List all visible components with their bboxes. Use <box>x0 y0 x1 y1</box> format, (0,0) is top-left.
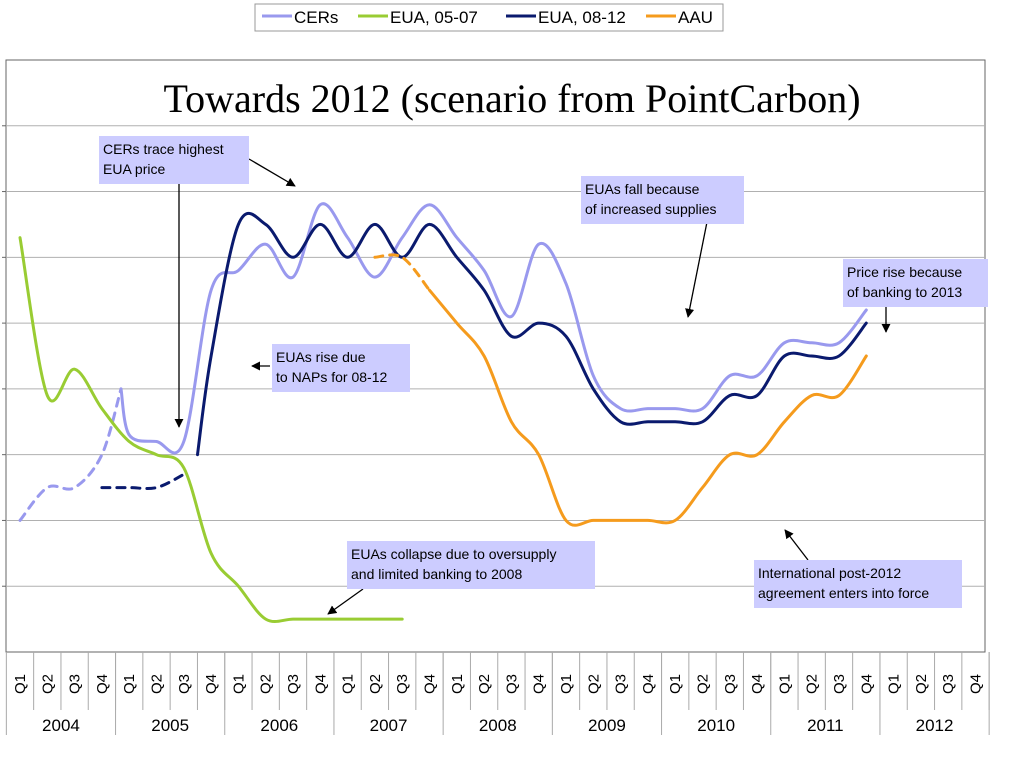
quarter-tick-label: Q2 <box>39 674 56 694</box>
series-4 <box>373 253 868 527</box>
quarter-tick-label: Q4 <box>968 674 985 694</box>
quarter-tick-label: Q4 <box>749 674 766 694</box>
year-tick-label: 2011 <box>807 716 844 735</box>
annotation-arrow <box>327 588 364 615</box>
quarter-tick-label: Q1 <box>230 674 247 694</box>
annotation-cers-trace: CERs trace highest EUA price <box>99 136 249 184</box>
annotation-arrow <box>685 221 708 318</box>
series-2 <box>18 236 404 624</box>
series-line <box>18 236 404 624</box>
series-layer <box>18 202 868 624</box>
quarter-tick-label: Q4 <box>312 674 329 694</box>
annotation-euas-rise: EUAs rise due to NAPs for 08-12 <box>272 344 410 392</box>
quarter-tick-label: Q2 <box>913 674 930 694</box>
year-tick-label: 2009 <box>588 716 626 735</box>
quarter-tick-label: Q4 <box>858 674 875 694</box>
annotation-arrow <box>784 529 809 561</box>
year-tick-label: 2012 <box>916 716 954 735</box>
quarter-tick-label: Q3 <box>176 674 193 694</box>
quarter-tick-label: Q3 <box>940 674 957 694</box>
series-line <box>373 253 431 292</box>
quarter-tick-label: Q1 <box>121 674 138 694</box>
legend-label: EUA, 05-07 <box>390 8 478 27</box>
quarter-tick-label: Q2 <box>149 674 166 694</box>
year-tick-label: 2006 <box>260 716 298 735</box>
quarter-tick-label: Q2 <box>585 674 602 694</box>
annotation-arrows <box>174 158 891 615</box>
series-1 <box>18 202 868 522</box>
quarter-tick-label: Q1 <box>12 674 29 694</box>
annotation-euas-collapse: EUAs collapse due to oversupply and limi… <box>347 541 595 589</box>
quarter-tick-label: Q3 <box>285 674 302 694</box>
quarter-tick-label: Q1 <box>340 674 357 694</box>
quarter-tick-label: Q2 <box>367 674 384 694</box>
legend-label: EUA, 08-12 <box>538 8 626 27</box>
series-line <box>196 211 868 457</box>
quarter-tick-label: Q1 <box>886 674 903 694</box>
annotation-international: International post-2012 agreement enters… <box>754 560 962 608</box>
quarter-tick-label: Q3 <box>831 674 848 694</box>
quarter-tick-label: Q4 <box>640 674 657 694</box>
legend-label: CERs <box>294 8 338 27</box>
series-line <box>119 202 868 455</box>
quarter-tick-label: Q1 <box>776 674 793 694</box>
legend-box <box>254 3 724 32</box>
quarter-tick-label: Q2 <box>258 674 275 694</box>
quarter-tick-label: Q3 <box>394 674 411 694</box>
series-line <box>428 288 868 527</box>
legend: CERs EUA, 05-07 EUA, 08-12 AAU <box>254 3 724 32</box>
quarter-tick-label: Q3 <box>67 674 84 694</box>
x-axis: Q1 Q2 Q3 Q4 2004 Q1 Q2 Q3 Q4 2005 Q1 Q2 Q3 Q4 2006 Q1 Q2… <box>5 651 990 735</box>
quarter-tick-label: Q1 <box>558 674 575 694</box>
annotation-euas-fall: EUAs fall because of increased supplies <box>581 176 744 224</box>
quarter-tick-label: Q4 <box>422 674 439 694</box>
legend-label: AAU <box>678 8 713 27</box>
quarter-tick-label: Q4 <box>203 674 220 694</box>
quarter-tick-label: Q1 <box>449 674 466 694</box>
year-tick-label: 2010 <box>697 716 735 735</box>
quarter-tick-label: Q3 <box>503 674 520 694</box>
year-tick-label: 2004 <box>42 716 80 735</box>
quarter-tick-label: Q4 <box>94 674 111 694</box>
annotation-price-rise: Price rise because of banking to 2013 <box>843 259 988 307</box>
quarter-tick-label: Q2 <box>476 674 493 694</box>
chart-title: Towards 2012 (scenario from PointCarbon) <box>163 76 860 121</box>
quarter-tick-label: Q3 <box>613 674 630 694</box>
year-tick-label: 2008 <box>479 716 517 735</box>
quarter-tick-label: Q1 <box>667 674 684 694</box>
year-tick-label: 2007 <box>370 716 408 735</box>
quarter-tick-label: Q3 <box>722 674 739 694</box>
quarter-tick-label: Q4 <box>531 674 548 694</box>
annotation-arrow <box>248 158 296 187</box>
quarter-tick-label: Q2 <box>695 674 712 694</box>
year-tick-label: 2005 <box>151 716 189 735</box>
series-line <box>18 387 123 522</box>
quarter-tick-label: Q2 <box>804 674 821 694</box>
series-3 <box>100 211 868 491</box>
